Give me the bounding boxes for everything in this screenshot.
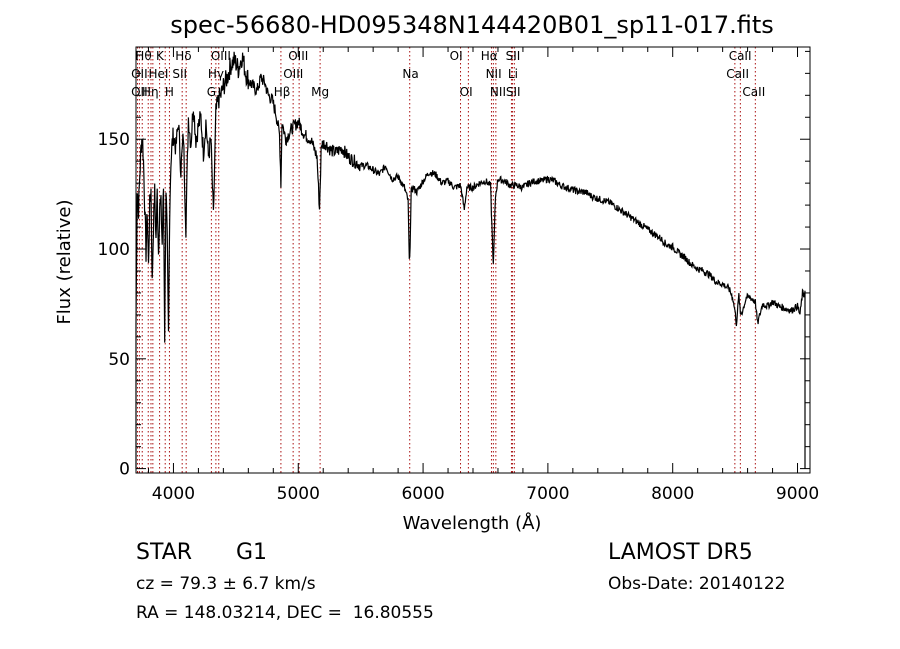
line-label: OI xyxy=(460,85,473,99)
line-label: OII xyxy=(131,67,148,81)
spectral-line-markers xyxy=(136,47,756,473)
line-label: SII xyxy=(172,67,187,81)
chart-title: spec-56680-HD095348N144420B01_sp11-017.f… xyxy=(170,11,774,39)
line-label: SII xyxy=(506,49,521,63)
line-label: OIII xyxy=(283,67,303,81)
line-label: Hη xyxy=(142,85,159,99)
line-label: HeI xyxy=(148,67,168,81)
x-tick-label: 9000 xyxy=(776,484,819,504)
y-tick-label: 150 xyxy=(98,130,130,150)
y-axis-label: Flux (relative) xyxy=(54,199,75,324)
y-tick-label: 0 xyxy=(119,460,130,480)
x-axis-label: Wavelength (Å) xyxy=(403,512,542,534)
line-label: G xyxy=(207,85,216,99)
y-tick-label: 50 xyxy=(108,350,130,370)
line-label: Hα xyxy=(481,49,498,63)
x-tick-label: 6000 xyxy=(401,484,444,504)
line-label: Hγ xyxy=(208,67,224,81)
plot-frame xyxy=(135,46,811,474)
line-label: Li xyxy=(508,67,518,81)
line-label: Hδ xyxy=(175,49,191,63)
x-tick-label: 4000 xyxy=(152,484,195,504)
object-class: STAR xyxy=(136,540,193,565)
line-label: CaII xyxy=(729,49,752,63)
line-label: OII xyxy=(131,85,148,99)
object-subclass: G1 xyxy=(236,540,268,565)
x-tick-label: 5000 xyxy=(277,484,320,504)
line-label: Na xyxy=(402,67,418,81)
line-label: Mg xyxy=(311,85,329,99)
y-tick-label: 100 xyxy=(98,240,130,260)
line-label: K xyxy=(156,49,165,63)
y-axis: 0 50 100 150 xyxy=(98,50,810,480)
survey-name: LAMOST DR5 xyxy=(608,540,753,565)
line-label: H xyxy=(165,85,174,99)
redshift-cz: cz = 79.3 ± 6.7 km/s xyxy=(136,574,316,594)
line-label: Hθ xyxy=(135,49,151,63)
spectrum-line xyxy=(135,51,806,469)
line-label: Hβ xyxy=(274,85,291,99)
observation-date: Obs-Date: 20140122 xyxy=(608,574,786,594)
line-label: NII xyxy=(486,67,502,81)
x-tick-label: 8000 xyxy=(651,484,694,504)
line-label: SII xyxy=(506,85,521,99)
line-label: CaII xyxy=(742,85,765,99)
line-label: OIII xyxy=(211,49,231,63)
coordinates: RA = 148.03214, DEC = 16.80555 xyxy=(136,603,434,623)
line-label: CaII xyxy=(726,67,749,81)
line-label: NII xyxy=(490,85,506,99)
x-axis: 4000 5000 6000 7000 8000 9000 xyxy=(147,47,819,504)
x-tick-label: 7000 xyxy=(526,484,569,504)
line-label: OI xyxy=(450,49,463,63)
